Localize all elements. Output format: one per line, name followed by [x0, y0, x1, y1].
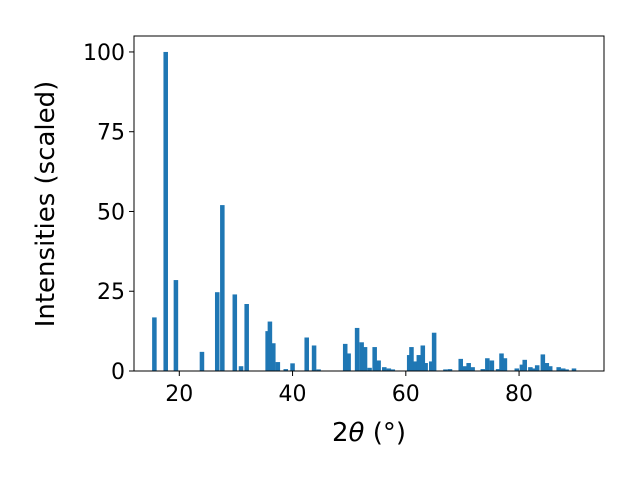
- bar-53: [532, 368, 537, 371]
- bar-9: [265, 331, 270, 371]
- bar-15: [304, 337, 309, 371]
- y-tick-label: 100: [83, 41, 125, 66]
- y-axis-label: Intensities (scaled): [31, 81, 61, 328]
- x-tick-label: 80: [505, 382, 533, 407]
- bar-58: [556, 367, 561, 371]
- bar-32: [416, 355, 422, 371]
- bar-25: [376, 360, 381, 371]
- bar-40: [462, 366, 467, 371]
- bar-47: [499, 353, 504, 371]
- bar-19: [346, 353, 351, 371]
- bar-12: [275, 362, 281, 371]
- bar-22: [362, 347, 368, 371]
- x-tick-label: 40: [279, 382, 307, 407]
- bar-5: [220, 205, 225, 371]
- bar-57: [547, 366, 553, 371]
- bar-7: [238, 366, 244, 371]
- x-tick-label: 20: [165, 382, 193, 407]
- bar-8: [244, 304, 249, 371]
- x-axis-label: 2θ (°): [332, 418, 406, 448]
- bar-6: [232, 294, 238, 371]
- bar-20: [354, 327, 360, 371]
- y-tick-label: 0: [111, 360, 125, 385]
- x-tick-label: 60: [392, 382, 420, 407]
- bar-0: [152, 317, 157, 371]
- bar-14: [290, 363, 295, 371]
- bar-30: [409, 347, 414, 371]
- bar-17: [316, 369, 321, 371]
- bar-42: [470, 367, 475, 371]
- bar-43: [480, 369, 486, 371]
- y-tick-label: 50: [97, 200, 125, 225]
- bar-50: [519, 364, 525, 371]
- bar-13: [283, 369, 289, 371]
- bar-1: [163, 51, 168, 371]
- bar-21: [359, 342, 364, 371]
- y-tick-label: 75: [97, 121, 125, 146]
- bar-55: [540, 354, 546, 371]
- bar-56: [544, 363, 550, 371]
- bars-layer: [152, 51, 577, 371]
- bar-46: [495, 369, 501, 371]
- bar-45: [489, 360, 495, 371]
- bar-36: [431, 332, 437, 371]
- bar-34: [423, 363, 428, 371]
- bar-52: [528, 367, 533, 371]
- bar-44: [485, 358, 490, 371]
- bar-49: [514, 368, 520, 371]
- bar-39: [458, 358, 463, 371]
- bar-2: [173, 280, 179, 371]
- bar-11: [271, 343, 276, 371]
- bar-27: [386, 368, 392, 371]
- bar-61: [571, 368, 577, 371]
- bar-26: [382, 367, 387, 371]
- bar-38: [447, 369, 453, 371]
- bar-3: [199, 351, 205, 371]
- bar-23: [367, 367, 372, 371]
- y-ticks: 0 25 50 75 100: [83, 41, 134, 385]
- bar-51: [522, 359, 527, 371]
- y-tick-label: 25: [97, 280, 125, 305]
- x-ticks: 20 40 60 80: [165, 371, 533, 407]
- plot-frame: [133, 35, 605, 372]
- bar-37: [443, 369, 448, 371]
- bar-48: [502, 358, 508, 371]
- bar-41: [466, 363, 471, 371]
- bar-59: [560, 368, 566, 371]
- bar-31: [413, 361, 418, 371]
- bar-35: [429, 361, 434, 371]
- bar-10: [267, 321, 273, 371]
- bar-24: [372, 347, 377, 371]
- bar-4: [214, 292, 220, 371]
- bar-18: [342, 343, 348, 371]
- bar-60: [564, 369, 569, 371]
- bar-54: [534, 365, 540, 371]
- bar-16: [311, 345, 317, 371]
- bar-28: [390, 369, 396, 371]
- bar-33: [420, 345, 426, 371]
